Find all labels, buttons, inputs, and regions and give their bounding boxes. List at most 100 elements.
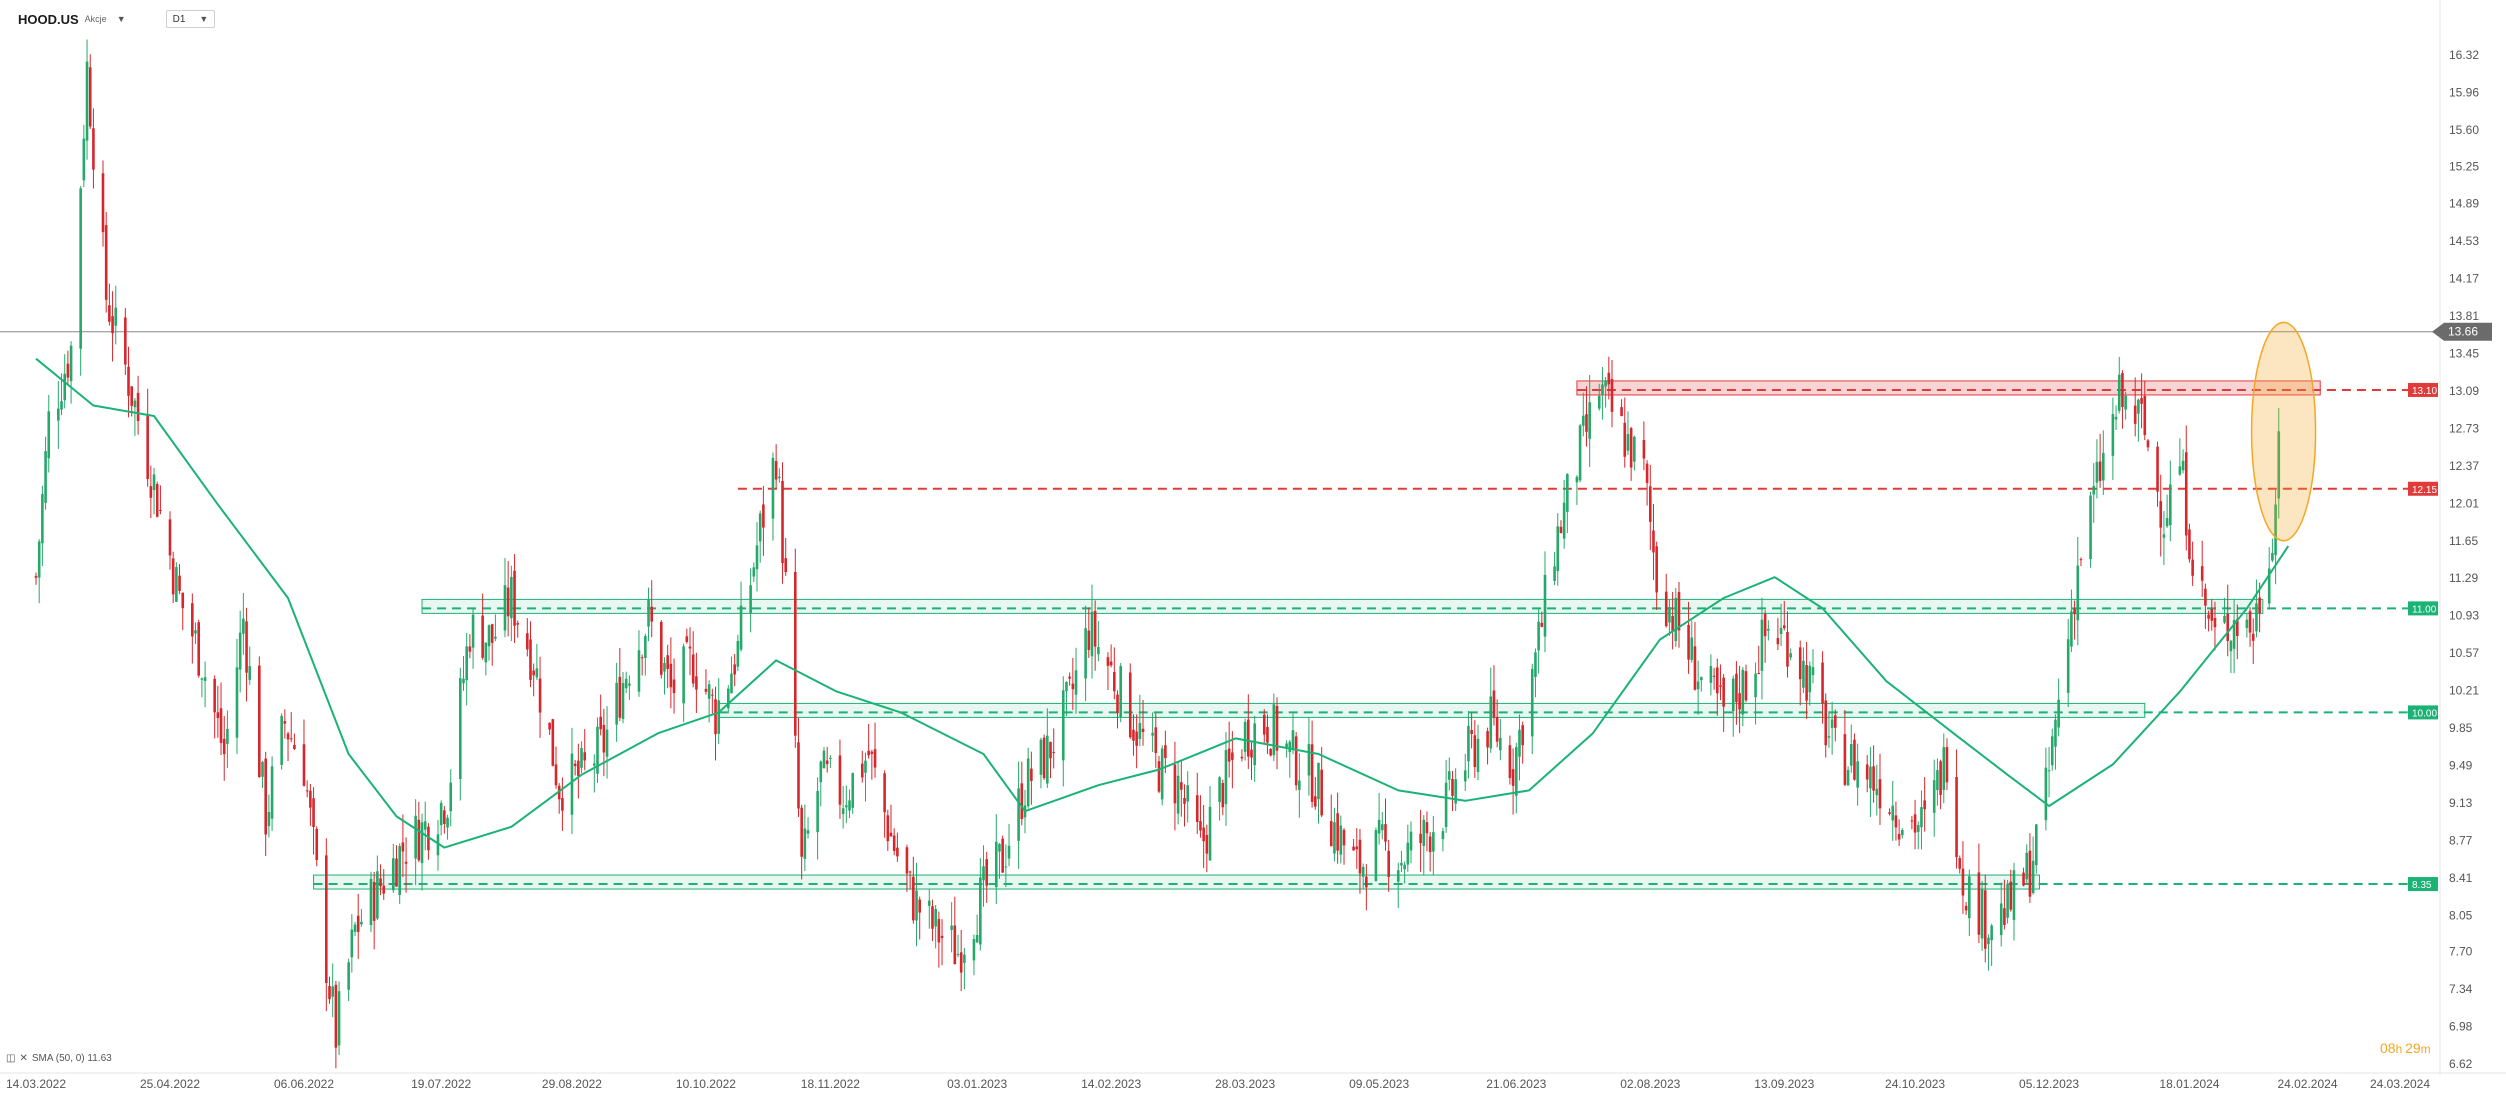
candle-body[interactable] xyxy=(401,842,405,852)
candle-body[interactable] xyxy=(503,585,507,631)
candle-body[interactable] xyxy=(194,630,197,634)
candle-body[interactable] xyxy=(331,986,334,997)
candle-body[interactable] xyxy=(1333,822,1336,854)
candle-body[interactable] xyxy=(883,773,886,813)
candle-body[interactable] xyxy=(816,791,819,833)
candle-body[interactable] xyxy=(1183,797,1186,804)
candle-body[interactable] xyxy=(2057,699,2060,728)
candle-body[interactable] xyxy=(127,366,130,396)
candle-body[interactable] xyxy=(1266,727,1269,743)
candle-body[interactable] xyxy=(934,909,937,927)
candle-body[interactable] xyxy=(2146,440,2150,448)
candle-body[interactable] xyxy=(570,753,574,815)
candle-body[interactable] xyxy=(1757,673,1761,675)
candle-body[interactable] xyxy=(2003,908,2006,925)
candle-body[interactable] xyxy=(2133,405,2137,424)
candle-body[interactable] xyxy=(34,575,38,578)
candle-body[interactable] xyxy=(2047,770,2051,772)
candle-body[interactable] xyxy=(1601,384,1604,395)
candle-body[interactable] xyxy=(2143,395,2147,436)
candle-body[interactable] xyxy=(2178,466,2182,475)
candle-body[interactable] xyxy=(219,708,223,744)
candle-body[interactable] xyxy=(1074,670,1078,695)
candle-body[interactable] xyxy=(554,764,558,786)
candle-body[interactable] xyxy=(599,716,602,730)
candle-body[interactable] xyxy=(417,819,421,861)
candle-body[interactable] xyxy=(1664,591,1668,627)
candle-body[interactable] xyxy=(2050,736,2054,766)
candle-body[interactable] xyxy=(1518,729,1521,757)
candle-body[interactable] xyxy=(2073,608,2076,615)
candle-body[interactable] xyxy=(1894,815,1898,828)
candle-body[interactable] xyxy=(60,401,63,410)
candle-body[interactable] xyxy=(1250,749,1253,758)
candle-body[interactable] xyxy=(1958,858,1962,869)
candle-body[interactable] xyxy=(2095,461,2099,483)
candle-body[interactable] xyxy=(1227,748,1231,762)
candle-body[interactable] xyxy=(79,188,82,349)
candle-body[interactable] xyxy=(1116,694,1119,714)
candle-body[interactable] xyxy=(1173,764,1177,804)
candle-body[interactable] xyxy=(510,576,513,619)
candle-body[interactable] xyxy=(1374,830,1378,881)
candle-body[interactable] xyxy=(806,830,810,834)
candle-body[interactable] xyxy=(178,575,181,591)
candle-body[interactable] xyxy=(1243,721,1247,752)
candle-body[interactable] xyxy=(395,858,398,887)
candle-body[interactable] xyxy=(1084,628,1087,679)
candle-body[interactable] xyxy=(755,545,759,570)
candle-body[interactable] xyxy=(682,646,685,704)
candle-body[interactable] xyxy=(666,655,669,670)
candle-body[interactable] xyxy=(146,414,149,480)
candle-body[interactable] xyxy=(749,585,752,614)
candle-body[interactable] xyxy=(1776,638,1780,645)
candle-body[interactable] xyxy=(1365,876,1368,888)
candle-body[interactable] xyxy=(222,738,226,755)
candle-body[interactable] xyxy=(1581,415,1585,426)
candle-body[interactable] xyxy=(2044,767,2048,821)
candle-body[interactable] xyxy=(1802,660,1805,688)
candle-body[interactable] xyxy=(1253,723,1256,766)
candle-body[interactable] xyxy=(1128,672,1132,738)
candle-body[interactable] xyxy=(1039,739,1043,775)
candle-body[interactable] xyxy=(487,625,491,647)
candle-body[interactable] xyxy=(1061,690,1065,761)
candle-body[interactable] xyxy=(1731,678,1735,712)
candle-body[interactable] xyxy=(1052,751,1056,753)
candle-body[interactable] xyxy=(1113,671,1116,692)
candle-body[interactable] xyxy=(47,411,51,459)
candle-body[interactable] xyxy=(1856,761,1859,788)
candle-body[interactable] xyxy=(1566,474,1569,512)
highlight-ellipse[interactable] xyxy=(2250,321,2317,542)
candle-body[interactable] xyxy=(870,751,874,754)
candle-body[interactable] xyxy=(513,570,516,626)
candle-body[interactable] xyxy=(2114,416,2118,420)
candle-body[interactable] xyxy=(1288,741,1292,753)
candle-body[interactable] xyxy=(1901,829,1904,836)
timeframe-select[interactable]: D1 ▼ xyxy=(165,10,216,28)
candle-body[interactable] xyxy=(1668,607,1671,623)
candle-body[interactable] xyxy=(2079,559,2083,561)
candle-body[interactable] xyxy=(669,663,673,688)
candle-body[interactable] xyxy=(200,678,204,680)
candle-body[interactable] xyxy=(1495,716,1499,742)
candle-body[interactable] xyxy=(44,451,47,503)
candle-body[interactable] xyxy=(1789,653,1792,658)
candle-body[interactable] xyxy=(573,763,577,767)
candle-body[interactable] xyxy=(848,800,851,811)
candle-body[interactable] xyxy=(379,878,382,887)
candle-body[interactable] xyxy=(979,877,982,945)
candle-body[interactable] xyxy=(1540,622,1544,627)
candle-body[interactable] xyxy=(1534,652,1537,678)
candle-body[interactable] xyxy=(972,939,976,961)
candle-body[interactable] xyxy=(283,721,287,724)
candle-body[interactable] xyxy=(1355,846,1359,850)
candle-body[interactable] xyxy=(931,906,934,929)
candle-body[interactable] xyxy=(1955,776,1958,858)
candle-body[interactable] xyxy=(1779,627,1783,635)
candle-body[interactable] xyxy=(37,541,41,578)
candle-body[interactable] xyxy=(829,757,832,759)
candle-body[interactable] xyxy=(1422,819,1426,846)
candle-body[interactable] xyxy=(526,633,529,650)
candle-body[interactable] xyxy=(1553,566,1556,581)
